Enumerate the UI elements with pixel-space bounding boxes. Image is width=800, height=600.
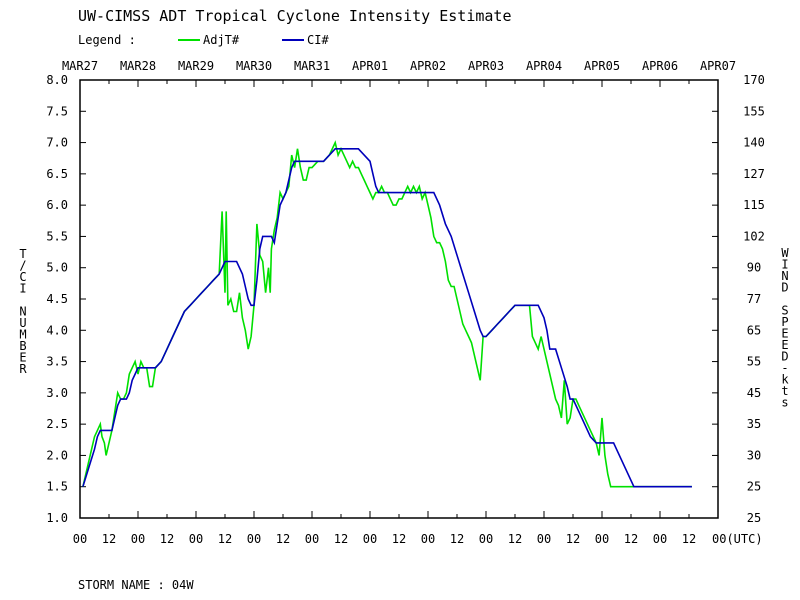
hour-tick-label: 00 <box>479 532 493 546</box>
axis-label-char: t <box>781 384 788 398</box>
y-tick-label-right: 55 <box>747 355 761 369</box>
hour-tick-label: 12 <box>276 532 290 546</box>
date-label: MAR31 <box>294 59 330 73</box>
y-tick-label-right: 115 <box>743 198 765 212</box>
axis-label-char: E <box>781 338 788 352</box>
y-tick-label-left: 5.5 <box>46 229 68 243</box>
hour-tick-label: 00 <box>73 532 87 546</box>
y-tick-label-right: 127 <box>743 167 765 181</box>
y-tick-label-right: 140 <box>743 136 765 150</box>
hour-tick-label: 12 <box>334 532 348 546</box>
y-tick-label-right: 77 <box>747 292 761 306</box>
hour-tick-label: 12 <box>102 532 116 546</box>
legend-label: Legend : <box>78 33 136 47</box>
series-line-ci <box>82 148 692 488</box>
axis-label-char: k <box>781 373 789 387</box>
date-label: APR06 <box>642 59 678 73</box>
axis-label-char: S <box>781 304 788 318</box>
y-tick-label-right: 155 <box>743 104 765 118</box>
axis-label-char: C <box>19 270 26 284</box>
y-tick-label-left: 8.0 <box>46 73 68 87</box>
axis-label-char: M <box>19 328 26 342</box>
hour-tick-label: 00 <box>363 532 377 546</box>
hour-tick-label: 00 <box>537 532 551 546</box>
axis-label-char: / <box>19 259 26 273</box>
series-line-adjt <box>82 140 692 488</box>
y-tick-label-left: 3.0 <box>46 386 68 400</box>
y-tick-label-right: 25 <box>747 511 761 525</box>
hour-tick-label: 00 <box>305 532 319 546</box>
axis-label-char: E <box>19 351 26 365</box>
y-tick-label-right: 90 <box>747 261 761 275</box>
y-tick-label-left: 2.0 <box>46 448 68 462</box>
date-label: APR05 <box>584 59 620 73</box>
date-label: MAR30 <box>236 59 272 73</box>
axis-label-char: D <box>781 350 788 364</box>
hour-tick-label: 12 <box>624 532 638 546</box>
hour-tick-label: 00 <box>131 532 145 546</box>
y-tick-label-left: 3.5 <box>46 355 68 369</box>
y-tick-label-right: 170 <box>743 73 765 87</box>
y-tick-label-right: 45 <box>747 386 761 400</box>
legend-entry-ci: CI# <box>307 33 329 47</box>
y-tick-label-left: 6.5 <box>46 167 68 181</box>
axis-label-char: U <box>19 316 26 330</box>
chart-title: UW-CIMSS ADT Tropical Cyclone Intensity … <box>78 7 511 25</box>
y-tick-label-left: 7.0 <box>46 136 68 150</box>
y-tick-label-right: 25 <box>747 480 761 494</box>
y-tick-label-left: 5.0 <box>46 261 68 275</box>
y-tick-label-left: 4.0 <box>46 323 68 337</box>
hour-tick-label: 00(UTC) <box>712 532 763 546</box>
date-label: APR03 <box>468 59 504 73</box>
axis-label-char: I <box>781 258 788 272</box>
date-label: APR04 <box>526 59 562 73</box>
date-label: APR01 <box>352 59 388 73</box>
axis-label-char: N <box>781 269 788 283</box>
hour-tick-label: 12 <box>566 532 580 546</box>
legend-entry-adjt: AdjT# <box>203 33 240 47</box>
y-tick-label-left: 4.5 <box>46 292 68 306</box>
date-label: MAR28 <box>120 59 156 73</box>
storm-name: STORM NAME : 04W <box>78 578 194 592</box>
axis-label-char: B <box>19 339 26 353</box>
y-tick-label-right: 102 <box>743 229 765 243</box>
hour-tick-label: 00 <box>247 532 261 546</box>
plot-area <box>79 79 719 519</box>
axis-label-char: s <box>781 396 788 410</box>
y-tick-label-left: 1.0 <box>46 511 68 525</box>
hour-tick-label: 12 <box>392 532 406 546</box>
hour-tick-label: 00 <box>653 532 667 546</box>
axis-label-char: R <box>19 362 27 376</box>
y-tick-label-right: 30 <box>747 448 761 462</box>
axis-label-char: N <box>19 305 26 319</box>
hour-tick-label: 00 <box>595 532 609 546</box>
y-tick-label-left: 7.5 <box>46 104 68 118</box>
date-label: APR02 <box>410 59 446 73</box>
date-label: MAR29 <box>178 59 214 73</box>
date-label: APR07 <box>700 59 736 73</box>
y-tick-label-left: 2.5 <box>46 417 68 431</box>
y-tick-label-right: 65 <box>747 323 761 337</box>
axis-label-char: E <box>781 327 788 341</box>
hour-tick-label: 00 <box>421 532 435 546</box>
axis-label-char: P <box>781 315 788 329</box>
axis-label-char: T <box>19 247 26 261</box>
axis-label-char: I <box>19 282 26 296</box>
axis-label-char: D <box>781 281 788 295</box>
y-tick-label-right: 35 <box>747 417 761 431</box>
hour-tick-label: 12 <box>508 532 522 546</box>
hour-tick-label: 00 <box>189 532 203 546</box>
hour-tick-label: 12 <box>218 532 232 546</box>
axis-label-char: - <box>781 361 788 375</box>
hour-tick-label: 12 <box>682 532 696 546</box>
y-tick-label-left: 1.5 <box>46 480 68 494</box>
hour-tick-label: 12 <box>450 532 464 546</box>
y-tick-label-left: 6.0 <box>46 198 68 212</box>
axis-label-char: W <box>781 246 789 260</box>
hour-tick-label: 12 <box>160 532 174 546</box>
date-label: MAR27 <box>62 59 98 73</box>
